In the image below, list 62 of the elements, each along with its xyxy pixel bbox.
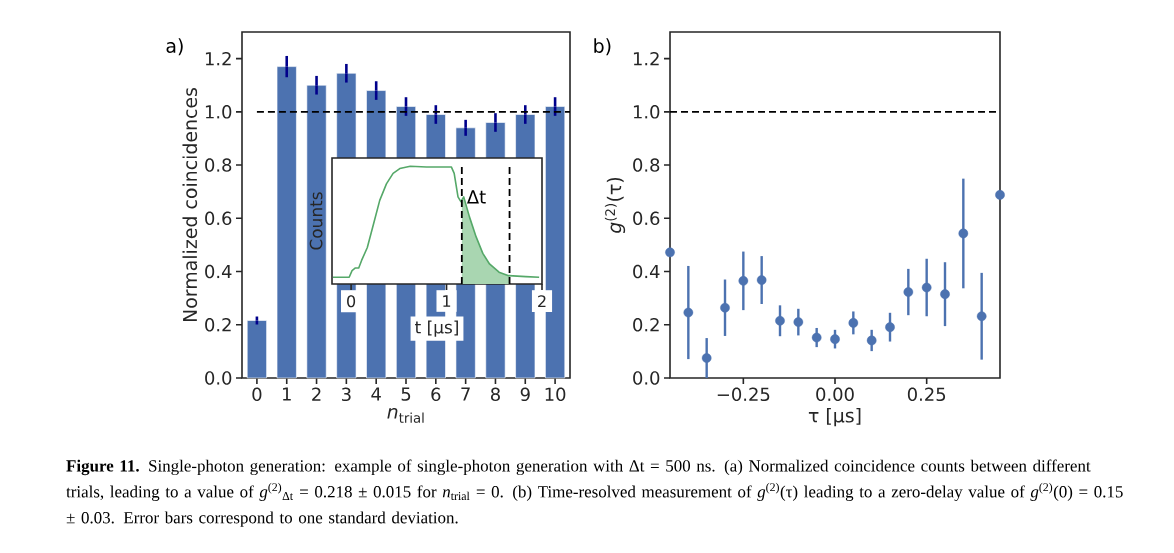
point [940, 289, 950, 299]
y-tick-label: 1.2 [205, 51, 231, 66]
x-tick-label: 1 [443, 295, 451, 307]
x-tick-label: 0 [252, 387, 262, 402]
x-tick-label: −0.25 [717, 387, 770, 402]
point [720, 302, 730, 313]
y-tick-label: 0.4 [633, 264, 660, 279]
point [756, 275, 767, 285]
point [958, 228, 969, 239]
chart-title: b) [594, 38, 611, 56]
point [848, 318, 859, 328]
x-tick-label: 6 [431, 387, 441, 402]
chart-title: a) [166, 38, 183, 56]
y-tick-label: 0.6 [633, 211, 660, 226]
y-axis-title: Counts [309, 192, 323, 250]
x-tick-label: 1 [282, 387, 291, 401]
y-tick-label: 1.0 [633, 105, 660, 119]
text: Figure 11. Single-photon generation: example of single-photon generation with Δt = 500 ns. (a) Normalized coincidence counts between different trials, leading to a value of g$^{(2)}$$_{Δt}$ = 0.218 ± 0.015 for n$_{trial}$ = 0. (b) Time-resolved measurement of g$^{(2)}$(τ) leading to a zero-delay value of g$^{(2)}$(0) = 0.15 ± 0.03. Error bars correspond to one standard deviation. [66, 459, 1123, 527]
annotation: Δt [466, 190, 486, 204]
y-tick-label: 1.0 [205, 105, 232, 119]
x-tick-label: 4 [371, 387, 381, 401]
bar [306, 84, 327, 379]
bar [246, 320, 267, 379]
x-tick-label: 5 [401, 387, 411, 401]
point [665, 247, 675, 258]
y-axis-title: Normalized coincidences [182, 87, 198, 322]
x-axis-title: t [μs] [415, 320, 458, 337]
x-tick-label: 9 [520, 387, 530, 402]
y-tick-label: 0.4 [205, 264, 232, 279]
point [921, 282, 932, 293]
x-tick-label: 0.00 [816, 387, 854, 402]
y-tick-label: 0.2 [633, 317, 659, 332]
point [885, 322, 895, 332]
point [793, 317, 804, 327]
y-tick-label: 0.2 [205, 317, 231, 332]
x-tick-label: 3 [342, 387, 351, 402]
x-tick-label: 10 [545, 387, 566, 402]
point [701, 353, 712, 363]
y-tick-label: 0.0 [633, 371, 660, 385]
x-tick-label: 0 [347, 295, 356, 308]
x-tick-label: 2 [312, 387, 321, 401]
point [775, 315, 785, 326]
x-tick-label: 7 [461, 387, 470, 401]
x-axis-title: τ [μs] [808, 407, 861, 427]
point [903, 287, 914, 297]
x-axis-title: n$_{trial}$ [387, 407, 424, 423]
point [976, 311, 987, 322]
y-tick-label: 0.0 [205, 371, 232, 385]
point [830, 334, 840, 344]
point [811, 332, 822, 343]
y-tick-label: 0.6 [205, 211, 232, 226]
y-axis-title: g$^{(2)}$(τ) [604, 177, 626, 234]
y-tick-label: 0.8 [633, 158, 660, 172]
bar [276, 66, 297, 379]
point [738, 276, 749, 286]
x-tick-label: 2 [538, 295, 546, 308]
y-tick-label: 1.2 [633, 51, 659, 66]
x-tick-label: 8 [490, 387, 500, 402]
y-tick-label: 0.8 [205, 158, 232, 172]
x-tick-label: 0.25 [907, 387, 946, 402]
point [866, 335, 877, 346]
point [683, 307, 694, 318]
